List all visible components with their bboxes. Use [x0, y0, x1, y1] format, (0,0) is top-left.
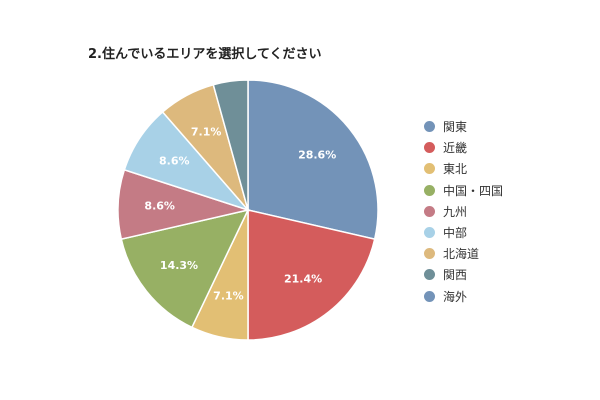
slice-data-label: 28.6%: [298, 148, 336, 161]
slice-data-label: 21.4%: [284, 273, 322, 286]
slice-data-label: 7.1%: [191, 126, 222, 139]
legend-swatch: [424, 205, 435, 217]
legend-swatch: [424, 142, 435, 154]
legend-label: 北海道: [443, 247, 480, 262]
chart-title: 2.住んでいるエリアを選択してください: [88, 47, 322, 62]
slice-data-label: 7.1%: [213, 290, 244, 303]
legend-label: 中国・四国: [443, 183, 504, 198]
legend-label: 海外: [443, 289, 468, 304]
pie-slice-7: [212, 79, 249, 211]
legend-label: 関東: [443, 120, 468, 135]
legend-swatch: [424, 269, 435, 281]
slice-data-label: 8.6%: [144, 200, 175, 213]
legend-item[interactable]: 海外: [424, 286, 503, 307]
legend-label: 近畿: [443, 141, 468, 156]
legend-item[interactable]: 関西: [424, 264, 503, 285]
legend-label: 中部: [443, 226, 468, 241]
slice-data-label: 8.6%: [159, 155, 190, 168]
legend-label: 東北: [443, 162, 468, 177]
legend-item[interactable]: 関東: [424, 116, 503, 137]
legend-item[interactable]: 中部: [424, 222, 503, 243]
legend-swatch: [424, 163, 435, 175]
legend-swatch: [424, 121, 435, 133]
legend-label: 関西: [443, 268, 468, 283]
legend-swatch: [424, 290, 435, 302]
legend-label: 九州: [443, 204, 468, 219]
legend-swatch: [424, 248, 435, 260]
legend-item[interactable]: 近畿: [424, 137, 503, 158]
legend-swatch: [424, 184, 435, 196]
pie-slice-1: [247, 209, 376, 341]
legend-item[interactable]: 北海道: [424, 243, 503, 264]
pie-slice-3: [120, 208, 250, 329]
pie-slice-0: [247, 79, 379, 241]
legend: 関東近畿東北中国・四国九州中部北海道関西海外: [424, 116, 503, 307]
legend-item[interactable]: 中国・四国: [424, 180, 503, 201]
legend-item[interactable]: 九州: [424, 201, 503, 222]
slice-data-label: 14.3%: [160, 259, 198, 272]
legend-item[interactable]: 東北: [424, 158, 503, 179]
legend-swatch: [424, 227, 435, 239]
